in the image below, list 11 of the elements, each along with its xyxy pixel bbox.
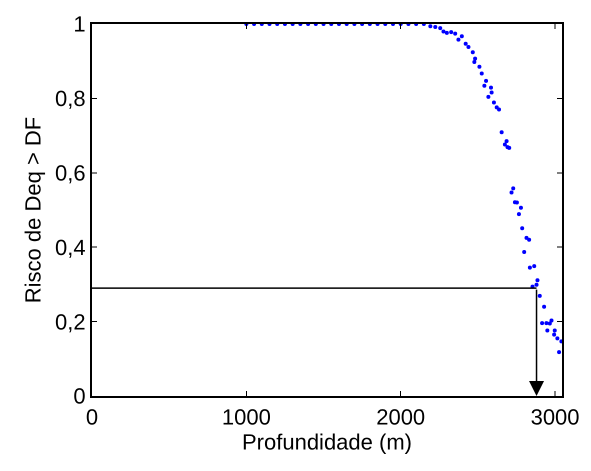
y-axis-title: Risco de Deq > DF [20,116,46,304]
x-axis-title: Profundidade (m) [242,429,412,454]
x-tick-label: 3000 [530,404,580,430]
y-tick-label: 0,6 [55,160,86,186]
y-tick-label: 0,4 [55,234,86,260]
y-tick-label: 0,8 [55,86,86,112]
y-tick-label: 0,2 [55,309,86,334]
y-tick-label: 0 [73,384,86,409]
y-tick-label: 1 [73,12,86,37]
x-tick-label: 1000 [222,404,271,430]
x-tick-label: 2000 [376,404,426,430]
